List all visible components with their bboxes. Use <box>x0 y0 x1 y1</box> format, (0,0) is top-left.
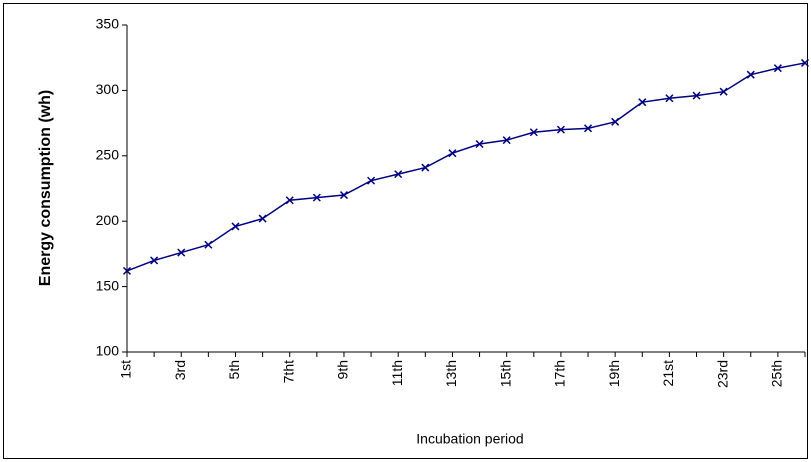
data-marker <box>285 196 294 205</box>
data-marker <box>773 64 782 73</box>
y-tick-label: 300 <box>96 81 120 97</box>
data-marker <box>638 98 647 107</box>
data-marker <box>421 163 430 172</box>
y-tick-label: 100 <box>96 343 120 359</box>
data-marker <box>556 125 565 134</box>
x-tick-label: 23rd <box>714 360 730 388</box>
y-axis-label: Energy consumption (wh) <box>37 90 54 286</box>
x-axis-label: Incubation period <box>416 431 523 447</box>
data-marker <box>312 193 321 202</box>
data-marker <box>122 266 132 275</box>
x-tick-label: 5th <box>226 360 242 379</box>
x-tick-label: 13th <box>443 360 459 387</box>
chart-border <box>3 3 808 459</box>
data-marker <box>529 128 538 137</box>
data-marker <box>258 214 267 223</box>
x-tick-label: 25th <box>769 360 785 387</box>
data-marker <box>719 87 728 96</box>
data-marker <box>475 139 484 149</box>
x-tick-label: 17th <box>552 360 568 387</box>
x-tick-label: 1st <box>118 360 134 379</box>
y-tick-label: 200 <box>96 212 120 228</box>
x-tick-label: 11th <box>389 360 405 386</box>
data-marker <box>394 170 403 179</box>
x-tick-label: 9th <box>335 360 351 379</box>
data-marker <box>339 191 348 200</box>
y-tick-label: 150 <box>96 277 120 293</box>
data-marker <box>800 58 810 67</box>
data-marker <box>150 256 159 265</box>
data-marker <box>177 248 186 257</box>
y-tick-label: 250 <box>96 147 120 163</box>
data-marker <box>204 240 213 249</box>
data-marker <box>584 124 593 133</box>
data-marker <box>448 149 457 158</box>
data-marker <box>502 136 511 145</box>
data-marker <box>367 176 376 185</box>
data-line <box>126 62 806 272</box>
x-tick-label: 19th <box>606 360 622 387</box>
data-marker <box>746 70 755 79</box>
data-marker <box>665 94 674 103</box>
data-marker <box>231 222 240 231</box>
x-tick-label: 15th <box>497 360 513 387</box>
data-marker <box>692 91 701 100</box>
x-tick-label: 3rd <box>172 360 188 380</box>
y-tick-label: 350 <box>96 16 120 32</box>
data-marker <box>611 117 620 126</box>
x-tick-label: 21st <box>660 360 676 387</box>
x-tick-label: 7tht <box>280 360 296 383</box>
